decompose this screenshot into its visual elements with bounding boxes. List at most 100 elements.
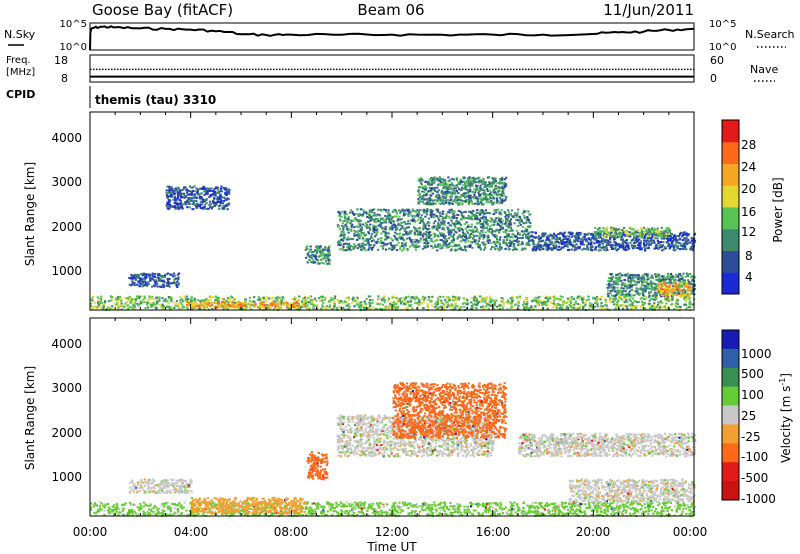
scatter-cell (414, 216, 416, 218)
scatter-cell (686, 239, 688, 241)
scatter-cell (354, 219, 356, 221)
scatter-cell (166, 205, 168, 207)
scatter-cell (184, 296, 186, 298)
scatter-cell (347, 243, 349, 245)
scatter-cell (456, 190, 458, 192)
scatter-cell (626, 306, 628, 308)
scatter-cell (571, 298, 573, 300)
scatter-cell (303, 301, 305, 303)
scatter-cell (453, 179, 455, 181)
scatter-cell (393, 301, 395, 303)
scatter-cell (588, 238, 590, 240)
scatter-cell (293, 302, 295, 304)
scatter-cell (570, 306, 572, 308)
scatter-cell (465, 228, 467, 230)
scatter-cell (563, 243, 565, 245)
scatter-cell (650, 237, 652, 239)
scatter-cell (134, 284, 136, 286)
scatter-cell (490, 299, 492, 301)
scatter-cell (554, 245, 556, 247)
scatter-cell (475, 298, 477, 300)
scatter-cell (601, 240, 603, 242)
scatter-cell (231, 304, 233, 306)
scatter-cell (504, 178, 506, 180)
scatter-cell (496, 198, 498, 200)
scatter-cell (222, 303, 224, 305)
scatter-cell (516, 297, 518, 299)
scatter-cell (377, 303, 379, 305)
scatter-cell (175, 188, 177, 190)
scatter-cell (397, 224, 399, 226)
scatter-cell (452, 229, 454, 231)
scatter-cell (504, 212, 506, 214)
scatter-cell (499, 190, 501, 192)
scatter-cell (528, 219, 530, 221)
scatter-cell (490, 305, 492, 307)
scatter-cell (171, 186, 173, 188)
scatter-cell (567, 301, 569, 303)
scatter-cell (680, 245, 682, 247)
scatter-cell (478, 246, 480, 248)
scatter-cell (338, 212, 340, 214)
scatter-cell (206, 187, 208, 189)
scatter-cell (426, 210, 428, 212)
scatter-cell (455, 186, 457, 188)
scatter-cell (467, 240, 469, 242)
scatter-cell (541, 246, 543, 248)
scatter-cell (508, 223, 510, 225)
scatter-cell (433, 222, 435, 224)
scatter-cell (483, 213, 485, 215)
scatter-cell (474, 300, 476, 302)
scatter-cell (682, 234, 684, 236)
scatter-cell (517, 219, 519, 221)
scatter-cell (438, 197, 440, 199)
scatter-cell (352, 298, 354, 300)
scatter-cell (459, 189, 461, 191)
scatter-cell (575, 244, 577, 246)
scatter-cell (422, 218, 424, 220)
scatter-cell (430, 203, 432, 205)
scatter-cell (324, 297, 326, 299)
scatter-cell (179, 206, 181, 208)
scatter-cell (346, 249, 348, 251)
scatter-cell (110, 300, 112, 302)
scatter-cell (575, 302, 577, 304)
scatter-cell (482, 204, 484, 206)
scatter-cell (205, 305, 207, 307)
scatter-cell (396, 244, 398, 246)
scatter-cell (423, 307, 425, 309)
scatter-cell (489, 186, 491, 188)
scatter-cell (360, 230, 362, 232)
scatter-cell (293, 306, 295, 308)
scatter-cell (669, 299, 671, 301)
scatter-cell (457, 192, 459, 194)
scatter-cell (452, 192, 454, 194)
scatter-cell (158, 280, 160, 282)
scatter-cell (377, 238, 379, 240)
scatter-cell (510, 227, 512, 229)
scatter-cell (373, 212, 375, 214)
scatter-cell (497, 188, 499, 190)
scatter-cell (204, 204, 206, 206)
scatter-cell (168, 208, 170, 210)
scatter-cell (215, 186, 217, 188)
scatter-cell (504, 223, 506, 225)
scatter-cell (346, 305, 348, 307)
scatter-cell (402, 209, 404, 211)
scatter-cell (641, 297, 643, 299)
scatter-cell (359, 246, 361, 248)
scatter-cell (671, 241, 673, 243)
scatter-cell (543, 303, 545, 305)
scatter-cell (493, 241, 495, 243)
scatter-cell (489, 212, 491, 214)
scatter-cell (287, 302, 289, 304)
scatter-cell (351, 302, 353, 304)
scatter-cell (638, 301, 640, 303)
scatter-cell (350, 230, 352, 232)
scatter-cell (307, 307, 309, 309)
scatter-cell (120, 300, 122, 302)
scatter-cell (561, 247, 563, 249)
scatter-cell (230, 296, 232, 298)
scatter-cell (401, 225, 403, 227)
scatter-cell (220, 186, 222, 188)
